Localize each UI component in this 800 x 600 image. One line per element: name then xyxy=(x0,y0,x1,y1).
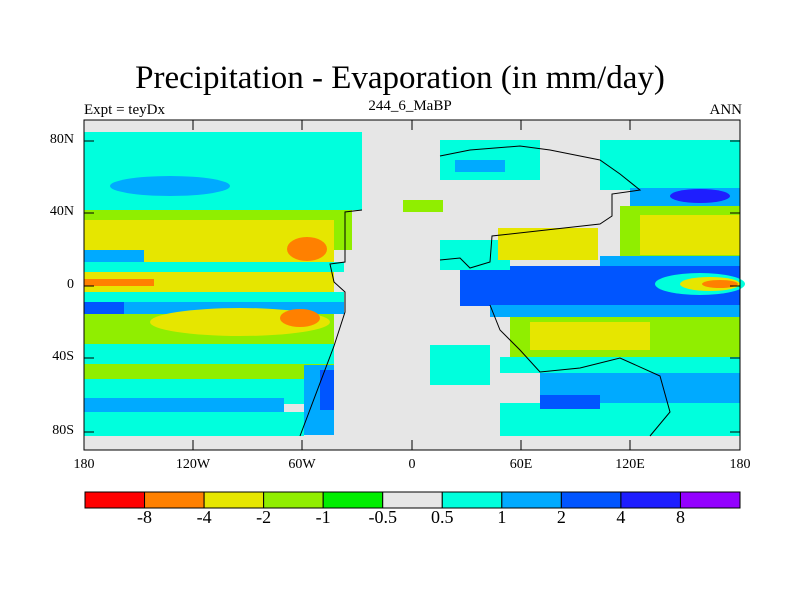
lon-label-120e: 120E xyxy=(615,457,645,472)
lat-label-80n: 80N xyxy=(49,132,74,147)
colorbar-label: 2 xyxy=(556,507,566,527)
colorbar-swatch xyxy=(144,491,205,509)
colorbar xyxy=(84,491,741,509)
colorbar-label: 4 xyxy=(616,507,626,527)
colorbar-swatch xyxy=(501,491,562,509)
ocean-field xyxy=(84,132,745,436)
lat-label-40n: 40N xyxy=(49,204,74,219)
lon-label-120w: 120W xyxy=(175,457,211,472)
experiment-label: Expt = teyDx xyxy=(84,102,165,118)
colorbar-swatch xyxy=(203,491,265,509)
plot-title: Precipitation - Evaporation (in mm/day) xyxy=(135,60,665,96)
colorbar-swatch xyxy=(679,491,741,509)
colorbar-label: -0.5 xyxy=(368,507,397,527)
lat-label-80s: 80S xyxy=(52,423,74,438)
colorbar-label: -1 xyxy=(315,507,331,527)
period-label: 244_6_MaBP xyxy=(368,98,452,114)
lon-label-180w: 180 xyxy=(73,457,95,472)
coastlines xyxy=(299,145,671,437)
colorbar-swatch xyxy=(263,491,324,509)
lon-label-180e: 180 xyxy=(729,457,751,472)
colorbar-swatch xyxy=(620,491,681,509)
season-label: ANN xyxy=(709,102,743,118)
colorbar-swatch xyxy=(441,491,503,509)
colorbar-label: 0.5 xyxy=(431,507,454,527)
colorbar-swatch xyxy=(560,491,622,509)
colorbar-label: 1 xyxy=(497,507,507,527)
lat-label-40s: 40S xyxy=(52,349,74,364)
colorbar-swatch xyxy=(382,491,443,509)
colorbar-swatch xyxy=(84,491,146,509)
colorbar-swatch xyxy=(322,491,384,509)
lon-label-0: 0 xyxy=(408,457,416,472)
lat-label-0: 0 xyxy=(67,277,74,292)
lon-label-60e: 60E xyxy=(509,457,533,472)
colorbar-label: -4 xyxy=(196,507,212,527)
axis-ticks xyxy=(84,120,740,450)
colorbar-label: -8 xyxy=(137,507,153,527)
colorbar-label: -2 xyxy=(256,507,272,527)
colorbar-label: 8 xyxy=(675,507,685,527)
lon-label-60w: 60W xyxy=(288,457,316,472)
